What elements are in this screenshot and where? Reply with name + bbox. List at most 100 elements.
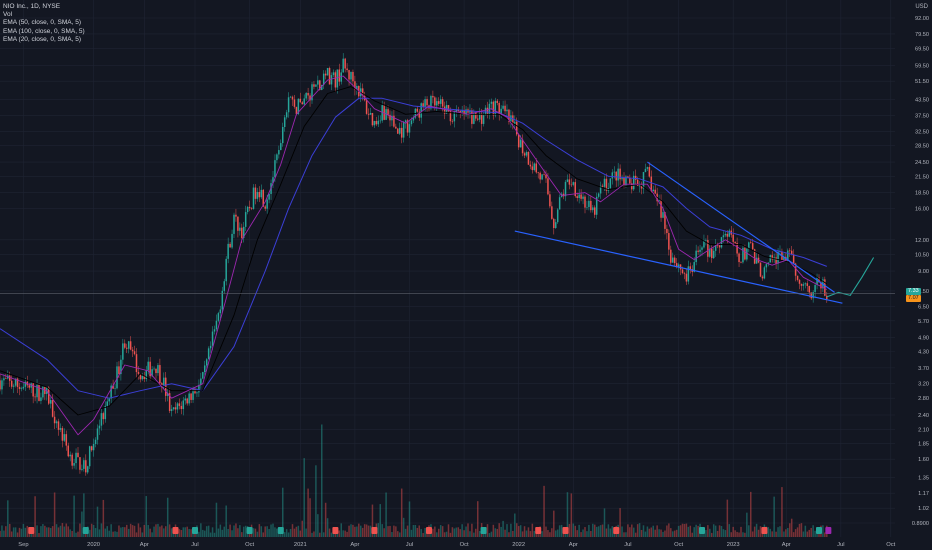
volume-bar [104,528,107,537]
legend-title[interactable]: NIO Inc., 1D, NYSE [3,3,61,10]
candle-body [711,248,713,259]
volume-bar [777,527,779,537]
price-tick-label: 12.00 [915,238,929,244]
volume-bar [779,526,781,537]
candle-body [790,250,793,255]
event-marker[interactable] [82,527,89,534]
legend-ema20[interactable]: EMA (20, close, 0, SMA, 5) [3,35,82,43]
volume-bar [241,532,243,537]
event-marker[interactable] [277,527,284,534]
price-axis[interactable]: 92.00 79.50 69.50 59.50 51.50 43.50 37.50 32.50… [896,0,932,550]
candle-body [391,115,393,121]
volume-bar [297,525,300,537]
candle-body [324,73,327,76]
volume-bar [395,526,397,537]
candle-body [184,398,186,401]
time-axis[interactable]: Sep 2020 Apr Jul Oct 2021 Apr Jul Oct 2022 Apr Jul O… [0,537,932,550]
candle-body [443,106,446,114]
volume-bar [711,532,713,537]
candle-body [683,273,686,274]
volume-bar [360,525,362,537]
candle-body [512,115,514,124]
volume-bar [406,525,409,537]
event-marker[interactable] [28,527,35,534]
volume-bar [523,526,526,537]
legend-ema50[interactable]: EMA (50, close, 0, SMA, 5) [3,19,82,27]
event-marker[interactable] [825,527,832,534]
candle-body [800,283,803,286]
candle-body [38,384,40,401]
volume-bar [508,532,510,537]
volume-bar [163,528,165,537]
volume-bar [642,525,645,537]
volume-bar [560,524,563,537]
volume-bar [69,529,71,537]
volume-bar [61,523,64,537]
candle-body [504,105,506,112]
projection-path[interactable] [826,257,875,298]
event-marker[interactable] [613,527,620,534]
candle-body [137,372,140,374]
candle-body [326,67,329,76]
volume-bar [131,525,134,537]
legend-vol[interactable]: Vol [3,11,13,19]
volume-bar [822,525,824,537]
candle-body [796,275,799,280]
price-tick-label: 51.50 [915,79,929,85]
candle-body [673,257,676,264]
volume-bar [629,527,631,537]
candle-body [48,387,50,404]
event-marker[interactable] [480,527,487,534]
event-marker[interactable] [426,527,432,534]
event-marker[interactable] [535,527,542,534]
volume-bar [161,525,163,537]
candle-body [61,428,64,441]
candle-body [344,58,346,69]
candle-body [543,174,545,175]
event-marker[interactable] [192,527,198,534]
event-marker[interactable] [172,527,179,534]
volume-bar [621,526,623,537]
volume-bar [638,523,641,537]
price-tick-label: 1.17 [918,491,929,497]
legend-ema100[interactable]: EMA (100, close, 0, SMA, 5) [3,27,85,35]
candle-body [477,118,479,120]
event-marker[interactable] [246,527,253,534]
volume-bar [254,528,257,537]
volume-bar [328,528,331,537]
candle-body [223,281,225,291]
candle-body [716,245,719,246]
candle-body [165,377,167,396]
candle-body [794,263,797,276]
event-marker[interactable] [816,527,822,534]
candle-body [592,207,594,211]
event-marker[interactable] [332,527,339,534]
event-marker[interactable] [371,527,378,534]
volume-bar [631,524,633,537]
event-marker[interactable] [562,527,569,534]
candle-body [272,177,274,184]
price-tick-label: 16.00 [915,206,929,212]
candle-body [777,251,779,264]
volume-bar [594,524,596,537]
candle-body [375,120,378,125]
volume-bar [467,523,469,537]
candle-body [383,105,385,120]
volume-bar [98,529,101,537]
event-marker[interactable] [699,527,705,534]
candle-body [124,343,126,348]
candle-body [564,181,567,197]
candle-body [40,397,42,401]
price-tick-label: 28.50 [915,144,929,150]
candle-body [219,309,222,314]
event-marker[interactable] [761,527,768,534]
candle-body [549,194,551,207]
time-tick-label: 2021 [294,542,307,548]
candle-body [5,378,7,379]
volume-bar [317,514,319,537]
wedge-upper-line[interactable] [647,161,835,293]
wedge-lower-line[interactable] [514,230,843,304]
candle-body [792,254,795,264]
time-tick-label: Sep [18,542,28,548]
